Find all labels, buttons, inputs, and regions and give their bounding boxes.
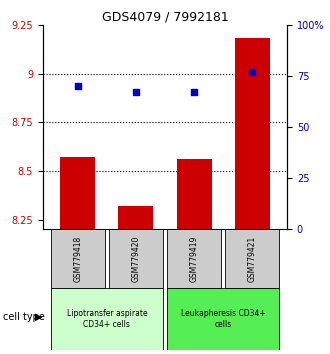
Text: GSM779420: GSM779420 <box>131 235 141 282</box>
Point <box>191 90 197 95</box>
Text: ▶: ▶ <box>35 312 42 321</box>
Bar <box>225 229 279 287</box>
Text: Lipotransfer aspirate
CD34+ cells: Lipotransfer aspirate CD34+ cells <box>67 309 147 329</box>
Bar <box>167 229 221 287</box>
Text: Leukapheresis CD34+
cells: Leukapheresis CD34+ cells <box>181 309 266 329</box>
Bar <box>235 39 270 229</box>
Text: cell type: cell type <box>3 312 45 321</box>
Bar <box>51 229 105 287</box>
Title: GDS4079 / 7992181: GDS4079 / 7992181 <box>102 11 228 24</box>
Text: GSM779419: GSM779419 <box>189 235 199 282</box>
Bar <box>109 229 163 287</box>
Text: GSM779421: GSM779421 <box>248 235 257 282</box>
Bar <box>167 287 279 350</box>
Point <box>249 69 255 75</box>
Bar <box>60 158 95 229</box>
Point <box>133 90 139 95</box>
Bar <box>177 159 212 229</box>
Point <box>75 83 81 89</box>
Bar <box>51 287 163 350</box>
Text: GSM779418: GSM779418 <box>73 235 82 282</box>
Bar <box>118 206 153 229</box>
